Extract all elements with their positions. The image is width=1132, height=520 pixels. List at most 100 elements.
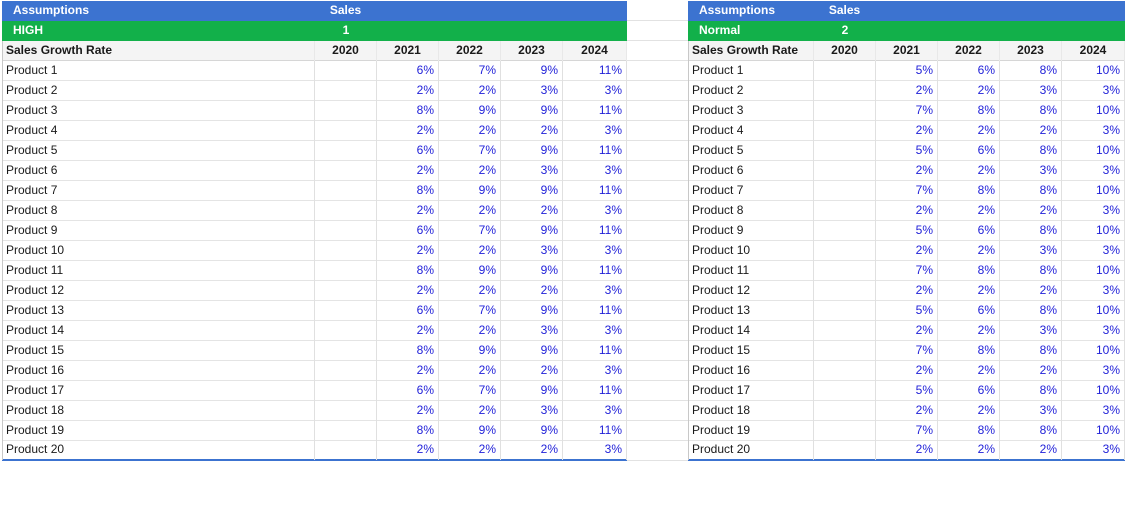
growth-rate-cell-2020[interactable] xyxy=(315,100,377,121)
growth-rate-cell-2023[interactable]: 8% xyxy=(1000,340,1062,361)
empty-cell[interactable] xyxy=(377,1,439,21)
growth-rate-cell-2021[interactable]: 7% xyxy=(876,260,938,281)
growth-rate-cell-2020[interactable] xyxy=(814,340,876,361)
growth-rate-cell-2023[interactable]: 3% xyxy=(501,240,563,261)
growth-rate-cell-2022[interactable]: 9% xyxy=(439,340,501,361)
product-name-cell[interactable]: Product 9 xyxy=(688,220,814,241)
growth-rate-cell-2022[interactable]: 2% xyxy=(938,160,1000,181)
growth-rate-cell-2022[interactable]: 2% xyxy=(439,440,501,460)
growth-rate-cell-2020[interactable] xyxy=(315,240,377,261)
growth-rate-cell-2021[interactable]: 2% xyxy=(876,80,938,101)
sales-growth-rate-label[interactable]: Sales Growth Rate xyxy=(2,40,315,61)
growth-rate-cell-2024[interactable]: 3% xyxy=(1062,120,1125,141)
growth-rate-cell-2021[interactable]: 6% xyxy=(377,140,439,161)
growth-rate-cell-2022[interactable]: 2% xyxy=(938,80,1000,101)
year-header-2022[interactable]: 2022 xyxy=(938,40,1000,61)
growth-rate-cell-2021[interactable]: 2% xyxy=(876,360,938,381)
empty-cell[interactable] xyxy=(876,1,938,21)
growth-rate-cell-2024[interactable]: 3% xyxy=(563,400,627,421)
growth-rate-cell-2024[interactable]: 10% xyxy=(1062,340,1125,361)
growth-rate-cell-2024[interactable]: 10% xyxy=(1062,180,1125,201)
growth-rate-cell-2020[interactable] xyxy=(814,160,876,181)
growth-rate-cell-2021[interactable]: 7% xyxy=(876,420,938,441)
growth-rate-cell-2022[interactable]: 2% xyxy=(439,120,501,141)
growth-rate-cell-2023[interactable]: 8% xyxy=(1000,140,1062,161)
product-name-cell[interactable]: Product 14 xyxy=(688,320,814,341)
year-header-2024[interactable]: 2024 xyxy=(563,40,627,61)
growth-rate-cell-2022[interactable]: 6% xyxy=(938,380,1000,401)
growth-rate-cell-2020[interactable] xyxy=(315,440,377,460)
growth-rate-cell-2020[interactable] xyxy=(814,100,876,121)
growth-rate-cell-2021[interactable]: 2% xyxy=(377,200,439,221)
growth-rate-cell-2020[interactable] xyxy=(315,280,377,301)
scenario-number-cell[interactable]: 2 xyxy=(841,23,849,37)
growth-rate-cell-2022[interactable]: 2% xyxy=(938,360,1000,381)
growth-rate-cell-2023[interactable]: 2% xyxy=(501,360,563,381)
growth-rate-cell-2023[interactable]: 3% xyxy=(501,160,563,181)
product-name-cell[interactable]: Product 12 xyxy=(688,280,814,301)
growth-rate-cell-2021[interactable]: 2% xyxy=(377,80,439,101)
growth-rate-cell-2021[interactable]: 2% xyxy=(876,280,938,301)
growth-rate-cell-2023[interactable]: 2% xyxy=(501,120,563,141)
product-name-cell[interactable]: Product 10 xyxy=(688,240,814,261)
product-name-cell[interactable]: Product 4 xyxy=(688,120,814,141)
growth-rate-cell-2021[interactable]: 2% xyxy=(377,240,439,261)
growth-rate-cell-2021[interactable]: 5% xyxy=(876,380,938,401)
growth-rate-cell-2022[interactable]: 2% xyxy=(938,280,1000,301)
growth-rate-cell-2021[interactable]: 2% xyxy=(876,200,938,221)
growth-rate-cell-2022[interactable]: 2% xyxy=(938,120,1000,141)
growth-rate-cell-2020[interactable] xyxy=(814,120,876,141)
growth-rate-cell-2024[interactable]: 11% xyxy=(563,60,627,81)
growth-rate-cell-2021[interactable]: 8% xyxy=(377,100,439,121)
growth-rate-cell-2024[interactable]: 3% xyxy=(1062,440,1125,460)
growth-rate-cell-2024[interactable]: 3% xyxy=(563,160,627,181)
growth-rate-cell-2020[interactable] xyxy=(814,420,876,441)
growth-rate-cell-2023[interactable]: 3% xyxy=(1000,80,1062,101)
growth-rate-cell-2022[interactable]: 8% xyxy=(938,180,1000,201)
growth-rate-cell-2023[interactable]: 2% xyxy=(1000,200,1062,221)
year-header-2021[interactable]: 2021 xyxy=(377,40,439,61)
growth-rate-cell-2024[interactable]: 10% xyxy=(1062,60,1125,81)
growth-rate-cell-2021[interactable]: 2% xyxy=(377,120,439,141)
empty-cell[interactable] xyxy=(563,1,627,21)
growth-rate-cell-2023[interactable]: 9% xyxy=(501,300,563,321)
growth-rate-cell-2023[interactable]: 8% xyxy=(1000,100,1062,121)
growth-rate-cell-2021[interactable]: 2% xyxy=(876,160,938,181)
growth-rate-cell-2023[interactable]: 9% xyxy=(501,180,563,201)
growth-rate-cell-2023[interactable]: 9% xyxy=(501,380,563,401)
product-name-cell[interactable]: Product 10 xyxy=(2,240,315,261)
growth-rate-cell-2021[interactable]: 8% xyxy=(377,340,439,361)
growth-rate-cell-2023[interactable]: 8% xyxy=(1000,60,1062,81)
growth-rate-cell-2023[interactable]: 9% xyxy=(501,260,563,281)
growth-rate-cell-2022[interactable]: 9% xyxy=(439,260,501,281)
growth-rate-cell-2020[interactable] xyxy=(814,380,876,401)
product-name-cell[interactable]: Product 3 xyxy=(688,100,814,121)
growth-rate-cell-2022[interactable]: 2% xyxy=(439,240,501,261)
growth-rate-cell-2022[interactable]: 2% xyxy=(938,440,1000,460)
product-name-cell[interactable]: Product 1 xyxy=(2,60,315,81)
empty-cell[interactable] xyxy=(439,1,501,21)
growth-rate-cell-2023[interactable]: 2% xyxy=(501,200,563,221)
growth-rate-cell-2022[interactable]: 8% xyxy=(938,340,1000,361)
growth-rate-cell-2020[interactable] xyxy=(814,440,876,460)
growth-rate-cell-2020[interactable] xyxy=(315,180,377,201)
growth-rate-cell-2024[interactable]: 11% xyxy=(563,140,627,161)
growth-rate-cell-2023[interactable]: 8% xyxy=(1000,380,1062,401)
product-name-cell[interactable]: Product 20 xyxy=(688,440,814,460)
growth-rate-cell-2023[interactable]: 2% xyxy=(1000,280,1062,301)
growth-rate-cell-2023[interactable]: 9% xyxy=(501,100,563,121)
growth-rate-cell-2022[interactable]: 2% xyxy=(938,200,1000,221)
growth-rate-cell-2022[interactable]: 2% xyxy=(439,320,501,341)
growth-rate-cell-2021[interactable]: 2% xyxy=(377,280,439,301)
sales-growth-rate-label[interactable]: Sales Growth Rate xyxy=(688,40,814,61)
growth-rate-cell-2020[interactable] xyxy=(814,140,876,161)
product-name-cell[interactable]: Product 17 xyxy=(688,380,814,401)
growth-rate-cell-2021[interactable]: 2% xyxy=(377,400,439,421)
growth-rate-cell-2024[interactable]: 10% xyxy=(1062,220,1125,241)
product-name-cell[interactable]: Product 11 xyxy=(2,260,315,281)
empty-cell[interactable] xyxy=(1062,1,1125,21)
growth-rate-cell-2024[interactable]: 3% xyxy=(563,80,627,101)
growth-rate-cell-2023[interactable]: 2% xyxy=(1000,440,1062,460)
growth-rate-cell-2020[interactable] xyxy=(814,280,876,301)
growth-rate-cell-2020[interactable] xyxy=(315,420,377,441)
